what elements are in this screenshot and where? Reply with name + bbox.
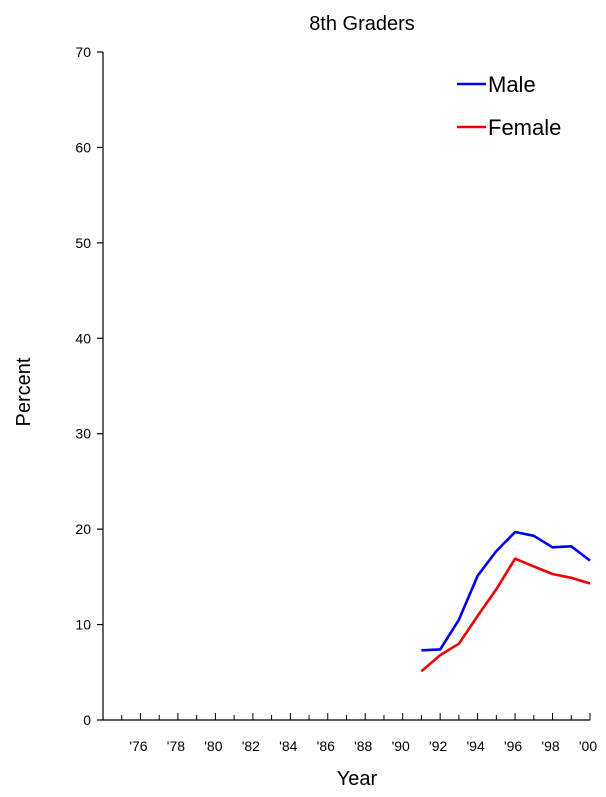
y-axis-title: Percent bbox=[13, 357, 35, 426]
series-layer bbox=[420, 530, 591, 673]
y-tick-label: 30 bbox=[75, 426, 91, 442]
legend-label-female: Female bbox=[488, 115, 561, 140]
x-tick-label: '00 bbox=[579, 738, 597, 754]
x-tick-label: '80 bbox=[204, 738, 222, 754]
x-tick-label: '90 bbox=[392, 738, 410, 754]
x-axis: '76 '78 '80 '82 '84 '86 '88 '90 '92 '94 '96 '98 '00 bbox=[103, 713, 597, 754]
y-tick-label: 60 bbox=[75, 139, 91, 155]
x-tick-label: '88 bbox=[354, 738, 372, 754]
x-tick-label: '96 bbox=[504, 738, 522, 754]
y-tick-label: 40 bbox=[75, 330, 91, 346]
x-tick-label: '94 bbox=[466, 738, 484, 754]
x-tick-label: '82 bbox=[242, 738, 260, 754]
y-tick-label: 0 bbox=[83, 712, 91, 728]
y-axis: 0 10 20 30 40 50 60 70 bbox=[75, 44, 104, 728]
x-tick-label: '86 bbox=[317, 738, 335, 754]
y-tick-label: 70 bbox=[75, 44, 91, 60]
x-axis-title: Year bbox=[337, 768, 378, 790]
y-tick-label: 50 bbox=[75, 235, 91, 251]
x-tick-label: '92 bbox=[429, 738, 447, 754]
legend-label-male: Male bbox=[488, 72, 536, 97]
x-tick-label: '76 bbox=[129, 738, 147, 754]
y-tick-label: 20 bbox=[75, 521, 91, 537]
x-tick-label: '78 bbox=[167, 738, 185, 754]
chart-title: 8th Graders bbox=[309, 13, 415, 35]
series-line-male bbox=[421, 530, 591, 652]
x-tick-label: '84 bbox=[279, 738, 297, 754]
x-tick-label: '98 bbox=[541, 738, 559, 754]
series-line-female bbox=[420, 557, 591, 673]
y-tick-label: 10 bbox=[75, 617, 91, 633]
legend: Male Female bbox=[457, 72, 561, 140]
